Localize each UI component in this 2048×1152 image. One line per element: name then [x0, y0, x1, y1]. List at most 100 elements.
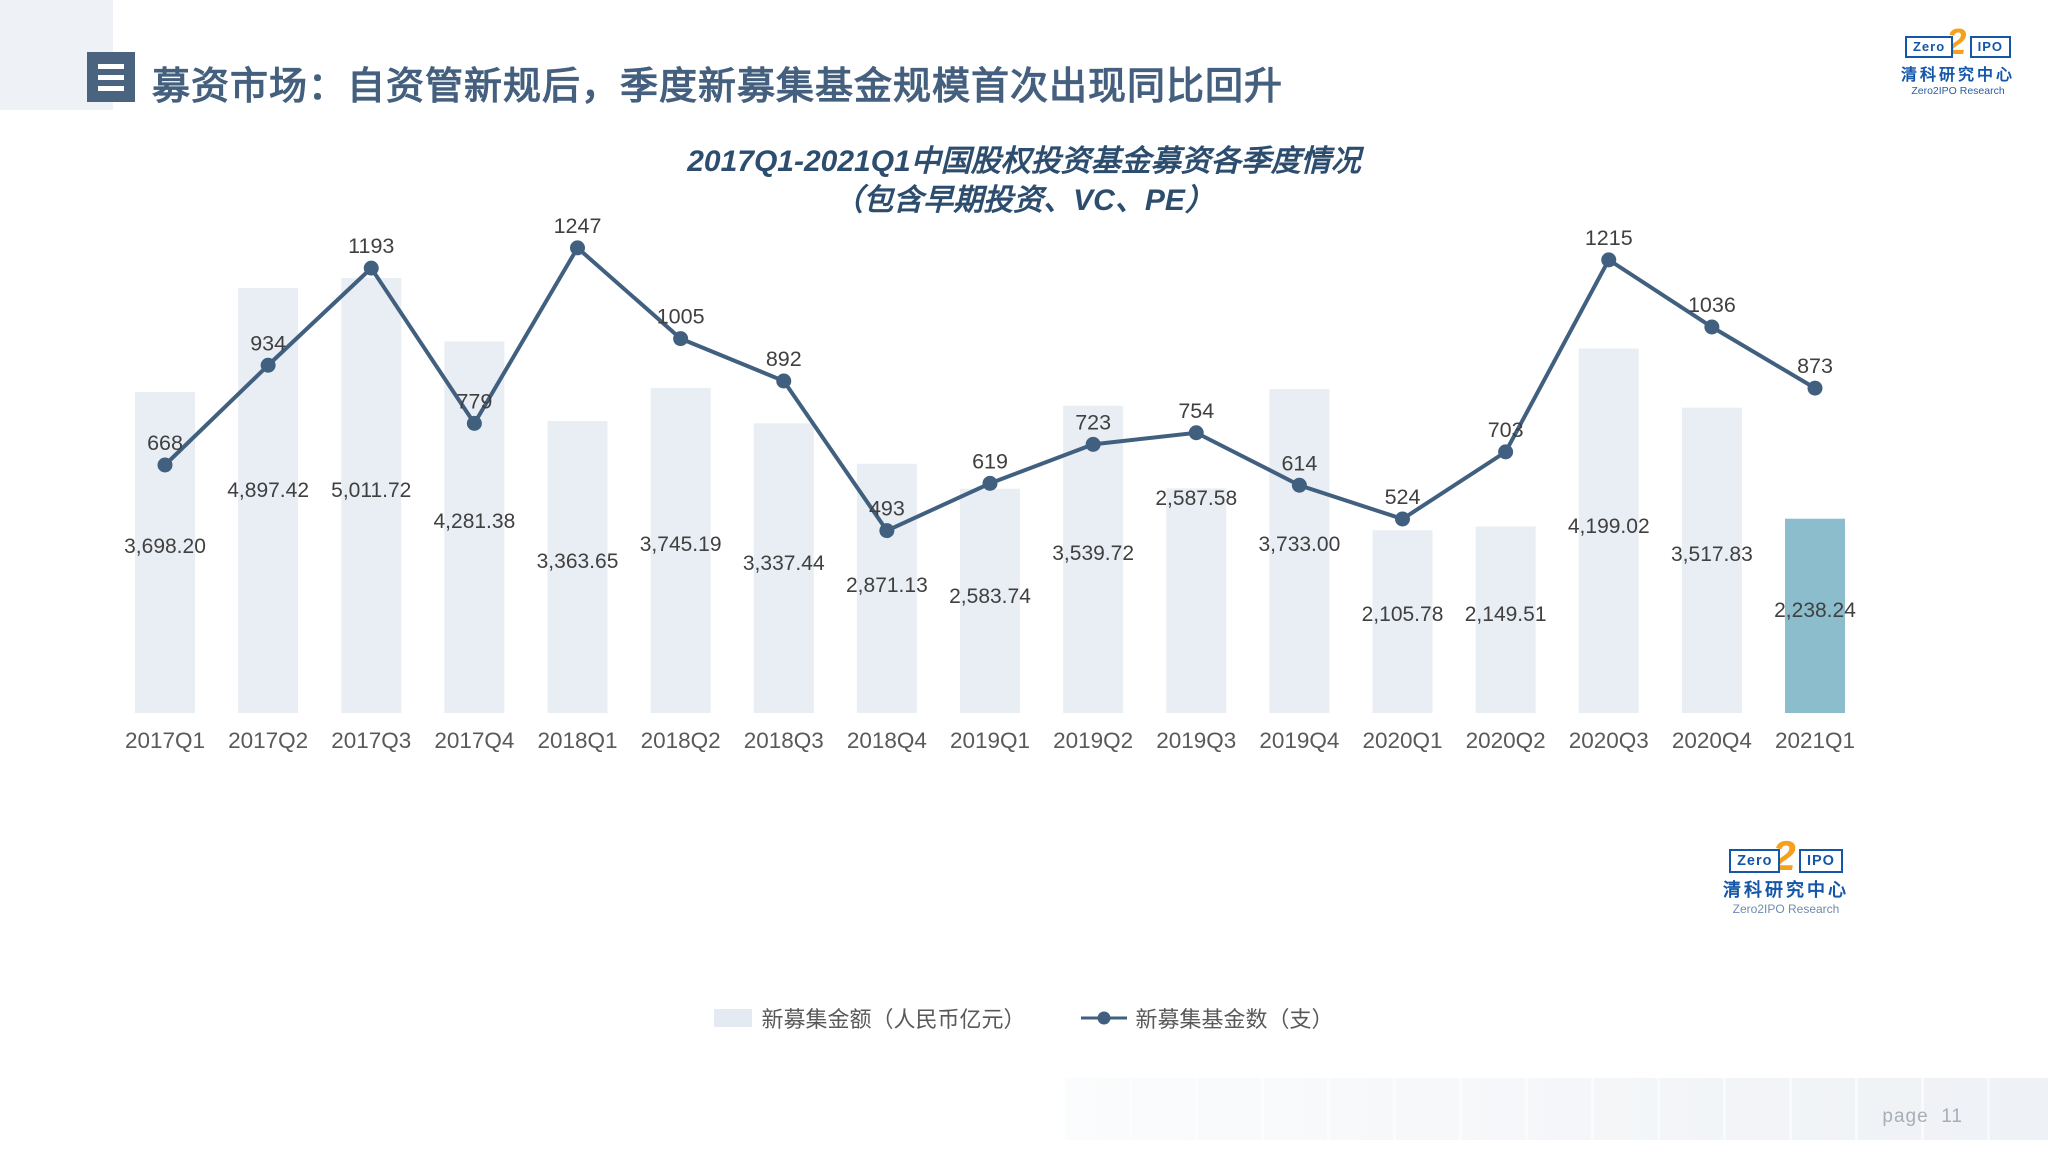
line-point-2018Q2	[673, 331, 689, 347]
logo-cn-name: 清科研究中心	[1900, 67, 2015, 85]
bar-label-2020Q2: 2,149.51	[1465, 603, 1547, 626]
logo-zero-box: Zero	[1729, 849, 1781, 874]
x-axis-label-2017Q2: 2017Q2	[228, 728, 308, 753]
zero2ipo-wordmark: 2 Zero IPO	[1904, 24, 2012, 60]
bar-label-2018Q3: 3,337.44	[743, 552, 825, 575]
line-point-2017Q3	[363, 260, 379, 276]
x-axis-label-2017Q4: 2017Q4	[434, 728, 514, 753]
line-point-2019Q4	[1291, 477, 1307, 493]
line-point-2021Q1	[1807, 380, 1823, 396]
bar-2020Q1	[1372, 530, 1433, 713]
line-point-2020Q1	[1395, 511, 1410, 527]
bar-2018Q3	[753, 423, 814, 713]
bar-label-2019Q2: 3,539.72	[1052, 542, 1134, 565]
line-point-2019Q3	[1188, 425, 1204, 441]
x-axis-label-2019Q3: 2019Q3	[1156, 728, 1236, 753]
logo-en-name: Zero2IPO Research	[1732, 902, 1840, 917]
x-axis-label-2020Q1: 2020Q1	[1362, 728, 1442, 753]
bar-2017Q4	[444, 341, 505, 713]
list-icon-bar	[98, 63, 124, 69]
line-label-2017Q2: 934	[250, 331, 286, 355]
line-point-2020Q2	[1498, 444, 1514, 460]
line-series-swatch	[1080, 1011, 1127, 1025]
line-label-2017Q3: 1193	[348, 234, 394, 258]
legend-label-count: 新募集基金数（支）	[1135, 1007, 1334, 1032]
x-axis-label-2017Q1: 2017Q1	[125, 728, 205, 753]
bar-2019Q4	[1269, 388, 1330, 713]
line-label-2020Q2: 703	[1488, 418, 1524, 442]
line-label-2019Q2: 723	[1075, 410, 1111, 434]
line-label-2018Q2: 1005	[657, 305, 705, 329]
bar-label-2020Q3: 4,199.02	[1568, 515, 1650, 538]
x-axis-label-2018Q3: 2018Q3	[744, 728, 824, 753]
chart-legend: 新募集金额（人民币亿元） 新募集基金数（支）	[0, 1002, 2048, 1034]
bar-label-2021Q1: 2,238.24	[1774, 599, 1856, 622]
bar-label-2019Q3: 2,587.58	[1155, 487, 1237, 510]
page-number: page 11	[1882, 1106, 1963, 1128]
line-point-2019Q1	[982, 475, 998, 491]
x-axis-label-2020Q2: 2020Q2	[1466, 728, 1546, 753]
line-label-2019Q1: 619	[972, 449, 1008, 473]
bar-label-2019Q1: 2,583.74	[949, 585, 1031, 608]
line-label-2021Q1: 873	[1797, 354, 1833, 378]
bar-label-2019Q4: 3,733.00	[1259, 533, 1341, 556]
logo-cn-name: 清科研究中心	[1723, 880, 1849, 901]
line-point-2020Q3	[1601, 252, 1617, 268]
chart-title-line1: 2017Q1-2021Q1中国股权投资基金募资各季度情况	[687, 145, 1361, 178]
x-axis-label-2018Q1: 2018Q1	[537, 728, 617, 753]
bar-2018Q4	[856, 463, 917, 713]
line-label-2018Q1: 1247	[554, 215, 602, 238]
bar-2018Q1	[547, 421, 608, 713]
list-icon-bar	[98, 74, 124, 80]
line-label-2017Q1: 668	[147, 431, 183, 455]
bar-label-2018Q4: 2,871.13	[846, 574, 928, 597]
bar-label-2018Q2: 3,745.19	[640, 533, 722, 556]
bar-label-2017Q1: 3,698.20	[124, 535, 206, 558]
zero2ipo-watermark: 2 Zero IPO 清科研究中心 Zero2IPO Research	[1706, 835, 1866, 917]
bar-label-2017Q4: 4,281.38	[434, 510, 516, 533]
logo-en-name: Zero2IPO Research	[1911, 85, 2005, 98]
x-axis-label-2020Q4: 2020Q4	[1672, 728, 1752, 753]
page-value: 11	[1941, 1106, 1963, 1127]
x-axis-label-2019Q2: 2019Q2	[1053, 728, 1133, 753]
line-label-2019Q3: 754	[1178, 399, 1214, 423]
line-point-2018Q3	[776, 373, 792, 389]
line-label-2020Q1: 524	[1385, 485, 1421, 509]
line-point-2019Q2	[1085, 436, 1101, 452]
bar-2019Q1	[960, 488, 1020, 713]
line-label-2020Q3: 1215	[1585, 226, 1633, 250]
bar-2020Q2	[1475, 526, 1536, 713]
legend-item-amount: 新募集金额（人民币亿元）	[714, 1002, 1026, 1034]
chart-title-line2: （包含早期投资、VC、PE）	[833, 184, 1215, 217]
x-axis-label-2020Q3: 2020Q3	[1569, 728, 1649, 753]
combo-chart: 3,698.20 4,897.42 5,011.72 4,281.38 3,363.65…	[124, 215, 1856, 753]
bar-label-2020Q4: 3,517.83	[1671, 543, 1753, 566]
line-point-2018Q1	[570, 240, 585, 256]
list-icon	[87, 52, 135, 102]
line-point-2020Q4	[1704, 319, 1720, 335]
bar-2017Q3	[341, 277, 402, 713]
bottom-decor-strip	[1063, 1078, 2048, 1140]
bar-2021Q1	[1785, 518, 1845, 713]
bar-2020Q4	[1681, 407, 1742, 713]
line-label-2018Q3: 892	[766, 347, 802, 371]
bar-label-2017Q2: 4,897.42	[227, 479, 309, 502]
bar-series-swatch	[714, 1009, 753, 1027]
x-axis-label-2018Q2: 2018Q2	[641, 728, 721, 753]
list-icon-bar	[98, 85, 124, 91]
bar-2018Q2	[650, 387, 711, 713]
legend-item-count: 新募集基金数（支）	[1080, 1002, 1334, 1034]
line-point-2017Q4	[466, 415, 482, 431]
line-label-2020Q4: 1036	[1688, 293, 1736, 317]
zero2ipo-logo: 2 Zero IPO 清科研究中心 Zero2IPO Research	[1893, 24, 2023, 98]
x-axis-label-2021Q1: 2021Q1	[1775, 728, 1855, 753]
slide-title: 募资市场：自资管新规后，季度新募集基金规模首次出现同比回升	[152, 66, 1284, 108]
x-axis-label-2017Q3: 2017Q3	[331, 728, 411, 753]
chart-title: 2017Q1-2021Q1中国股权投资基金募资各季度情况 （包含早期投资、VC、…	[0, 142, 2048, 220]
line-label-2017Q4: 779	[456, 389, 492, 413]
bar-label-2020Q1: 2,105.78	[1362, 603, 1444, 626]
logo-ipo-box: IPO	[1969, 36, 2012, 59]
x-axis-label-2019Q4: 2019Q4	[1259, 728, 1339, 753]
logo-zero-box: Zero	[1904, 36, 1954, 59]
line-label-2019Q4: 614	[1281, 451, 1317, 475]
